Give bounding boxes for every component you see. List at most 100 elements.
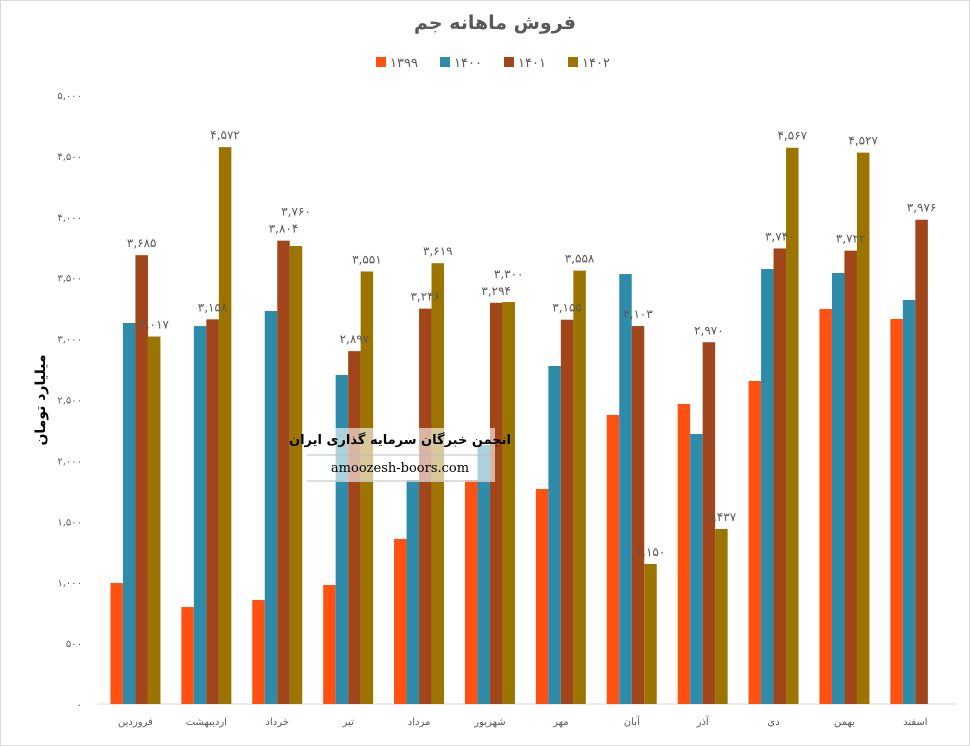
legend-label: ۱۳۹۹ [390, 56, 418, 71]
watermark: انجمن خبرگان سرمایه گذاری ایران amoozesh… [289, 428, 511, 482]
legend-swatch [440, 57, 450, 67]
y-tick-label: ۳,۵۰۰ [57, 274, 82, 285]
bar [535, 489, 549, 704]
bar [110, 583, 123, 704]
bar [477, 445, 490, 704]
watermark-line1: انجمن خبرگان سرمایه گذاری ایران [289, 432, 511, 448]
data-label: ۴,۵۶۷ [777, 129, 807, 143]
legend-swatch [568, 57, 578, 67]
data-label: ۳,۱۵۵ [552, 301, 582, 315]
data-label: ۳,۵۵۱ [352, 252, 382, 266]
bar [748, 380, 762, 704]
bar [702, 342, 716, 704]
bar [193, 326, 207, 704]
bar [464, 480, 478, 704]
bar [619, 274, 632, 704]
y-tick-label: ۵,۰۰۰ [57, 91, 82, 102]
legend: ۱۳۹۹ ۱۴۰۰ ۱۴۰۱ ۱۴۰۲ [376, 56, 610, 71]
data-label: ۳,۳۰۰ [494, 267, 524, 281]
legend-label: ۱۴۰۰ [454, 56, 482, 71]
data-label: ۱,۱۵۰ [636, 545, 666, 559]
bar [206, 319, 219, 704]
x-tick-label: تیر [341, 717, 354, 728]
bar [323, 585, 336, 704]
bar [902, 299, 916, 704]
bar [831, 272, 845, 704]
data-label: ۲,۸۹۷ [340, 332, 370, 346]
legend-label: ۱۴۰۲ [582, 56, 610, 71]
data-label: ۳,۲۴۶ [410, 290, 440, 304]
bar [761, 269, 774, 704]
legend-swatch [504, 57, 514, 67]
bar [844, 250, 857, 704]
y-tick-label: ۲,۵۰۰ [57, 396, 82, 407]
bar [715, 528, 728, 704]
bar [181, 607, 194, 704]
data-label: ۳,۰۱۷ [139, 318, 169, 332]
y-tick-label: ۱,۵۰۰ [57, 517, 82, 528]
data-label: ۴,۵۲۷ [848, 134, 878, 148]
bar [890, 318, 903, 704]
bar [915, 219, 928, 704]
x-tick-label: اردیبهشت [186, 717, 227, 728]
bar [560, 319, 574, 704]
data-label: ۳,۷۶۰ [281, 205, 311, 219]
data-label: ۳,۷۴۰ [765, 229, 795, 243]
legend-swatch [376, 57, 386, 67]
data-label: ۳,۸۰۴ [269, 222, 299, 236]
bar [335, 375, 349, 704]
bar [690, 433, 703, 704]
data-label: ۳,۶۱۹ [423, 244, 453, 258]
bars [110, 147, 928, 705]
bar [606, 414, 620, 704]
bar [786, 147, 799, 705]
bar [819, 309, 832, 704]
bar [502, 302, 515, 704]
legend-label: ۱۴۰۱ [518, 56, 546, 71]
y-tick-label: ۲,۰۰۰ [57, 456, 82, 467]
y-tick-label: ۴,۰۰۰ [57, 213, 82, 224]
x-tick-label: بهمن [834, 717, 855, 728]
data-label: ۳,۹۷۶ [907, 201, 937, 215]
data-label: ۲,۹۷۰ [694, 323, 724, 337]
x-tick-label: مرداد [408, 717, 431, 728]
bar [419, 308, 432, 704]
bar [135, 255, 148, 705]
watermark-line2: amoozesh-boors.com [331, 461, 469, 476]
y-tick-label: ۰ [77, 700, 82, 711]
bar [773, 248, 787, 704]
bar [218, 147, 232, 705]
bar [147, 336, 161, 704]
x-tick-label: فروردین [118, 717, 153, 728]
y-tick-label: ۳,۰۰۰ [57, 335, 82, 346]
data-label: ۳,۲۹۴ [481, 284, 511, 298]
data-label: ۳,۱۵۸ [198, 300, 228, 314]
y-tick-label: ۱,۰۰۰ [57, 578, 82, 589]
x-tick-label: شهریور [473, 717, 505, 728]
bar [348, 351, 361, 704]
chart-title: فروش ماهانه جم [414, 12, 576, 34]
bar [644, 563, 657, 704]
bar [360, 271, 374, 704]
bar [631, 326, 645, 704]
bar [856, 152, 870, 705]
data-label: ۳,۶۸۵ [127, 236, 157, 250]
data-label: ۴,۵۷۲ [210, 128, 240, 142]
x-tick-label: خرداد [266, 717, 289, 728]
data-labels: ۳,۶۸۵ ۳,۰۱۷ ۳,۱۵۸ ۴,۵۷۲ ۳,۸۰۴ ۳,۷۶۰ ۲,۸۹۷ ۳,۵۵۱… [127, 128, 937, 559]
bar [573, 270, 586, 704]
y-tick-label: ۵۰۰ [66, 639, 82, 650]
y-tick-label: ۴,۵۰۰ [57, 152, 82, 163]
x-tick-label: دی [767, 717, 779, 728]
x-tick-label: آذر [696, 715, 710, 728]
x-tick-label: مهر [552, 717, 568, 728]
bar [677, 404, 691, 704]
bar [394, 538, 407, 704]
bar [264, 310, 278, 704]
bar [406, 480, 420, 704]
data-label: ۱,۴۳۷ [707, 510, 737, 524]
bar [252, 599, 265, 704]
data-label: ۳,۷۲۲ [836, 232, 866, 246]
data-label: ۳,۱۰۳ [623, 307, 653, 321]
